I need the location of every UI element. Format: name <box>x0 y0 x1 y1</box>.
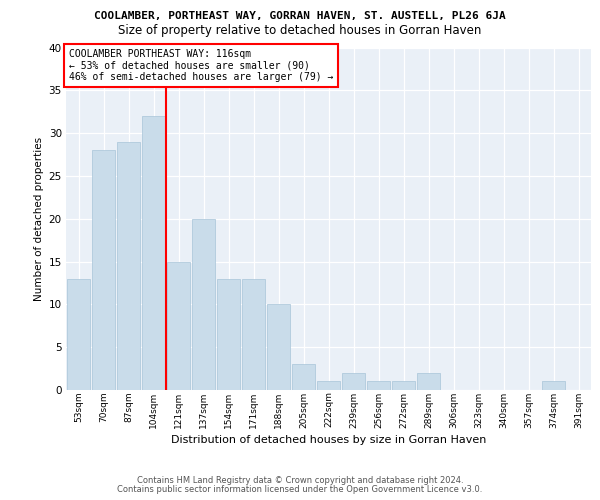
Bar <box>392 382 415 390</box>
Bar <box>116 142 140 390</box>
Text: Size of property relative to detached houses in Gorran Haven: Size of property relative to detached ho… <box>118 24 482 37</box>
Bar <box>142 116 166 390</box>
Bar <box>217 278 241 390</box>
Bar <box>67 278 91 390</box>
Y-axis label: Number of detached properties: Number of detached properties <box>34 136 44 301</box>
Bar <box>191 219 215 390</box>
Bar <box>92 150 115 390</box>
Text: COOLAMBER, PORTHEAST WAY, GORRAN HAVEN, ST. AUSTELL, PL26 6JA: COOLAMBER, PORTHEAST WAY, GORRAN HAVEN, … <box>94 11 506 21</box>
Text: Contains public sector information licensed under the Open Government Licence v3: Contains public sector information licen… <box>118 485 482 494</box>
Text: Contains HM Land Registry data © Crown copyright and database right 2024.: Contains HM Land Registry data © Crown c… <box>137 476 463 485</box>
Bar <box>317 382 340 390</box>
Bar <box>292 364 316 390</box>
Bar <box>416 373 440 390</box>
X-axis label: Distribution of detached houses by size in Gorran Haven: Distribution of detached houses by size … <box>171 434 486 444</box>
Bar <box>367 382 391 390</box>
Bar <box>266 304 290 390</box>
Bar <box>341 373 365 390</box>
Text: COOLAMBER PORTHEAST WAY: 116sqm
← 53% of detached houses are smaller (90)
46% of: COOLAMBER PORTHEAST WAY: 116sqm ← 53% of… <box>68 49 333 82</box>
Bar <box>167 262 190 390</box>
Bar <box>242 278 265 390</box>
Bar <box>542 382 565 390</box>
